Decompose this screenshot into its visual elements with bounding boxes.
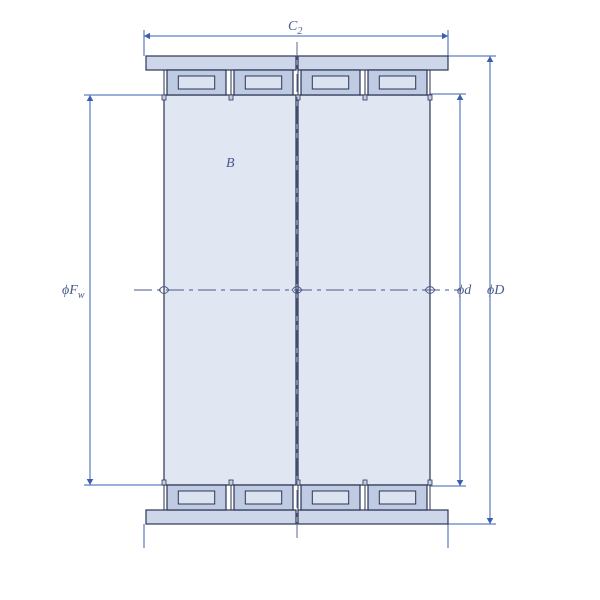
inner-rib <box>229 95 233 100</box>
label-phid: ϕd <box>457 283 472 298</box>
dim-arrowhead <box>457 480 464 486</box>
outer-ring-upper <box>298 56 448 70</box>
dim-arrowhead <box>457 94 464 100</box>
cage-top-0 <box>178 76 214 89</box>
dim-arrowhead <box>87 95 94 101</box>
cage-bot-3 <box>379 491 415 504</box>
label-B: B <box>226 156 235 171</box>
cage-top-1 <box>245 76 281 89</box>
cage-top-3 <box>379 76 415 89</box>
inner-rib <box>428 95 432 100</box>
inner-rib <box>363 95 367 100</box>
cage-bot-2 <box>312 491 348 504</box>
dim-arrowhead <box>144 33 150 40</box>
inner-rib <box>162 480 166 485</box>
cage-top-2 <box>312 76 348 89</box>
inner-rib <box>162 95 166 100</box>
label-phiD: ϕD <box>487 283 504 298</box>
cage-bot-1 <box>245 491 281 504</box>
inner-rib <box>428 480 432 485</box>
inner-rib <box>229 480 233 485</box>
label-phiFw: ϕFw <box>62 283 85 301</box>
cage-bot-0 <box>178 491 214 504</box>
label-c2: C2 <box>288 19 302 37</box>
outer-ring-lower <box>298 510 448 524</box>
bearing-cross-section-diagram: C2 ϕFw ϕdϕD B <box>0 0 600 600</box>
outer-ring-upper <box>146 56 296 70</box>
dim-arrowhead <box>442 33 448 40</box>
dim-arrowhead <box>87 479 94 485</box>
dim-arrowhead <box>487 518 494 524</box>
dim-arrowhead <box>487 56 494 62</box>
inner-rib <box>363 480 367 485</box>
outer-ring-lower <box>146 510 296 524</box>
